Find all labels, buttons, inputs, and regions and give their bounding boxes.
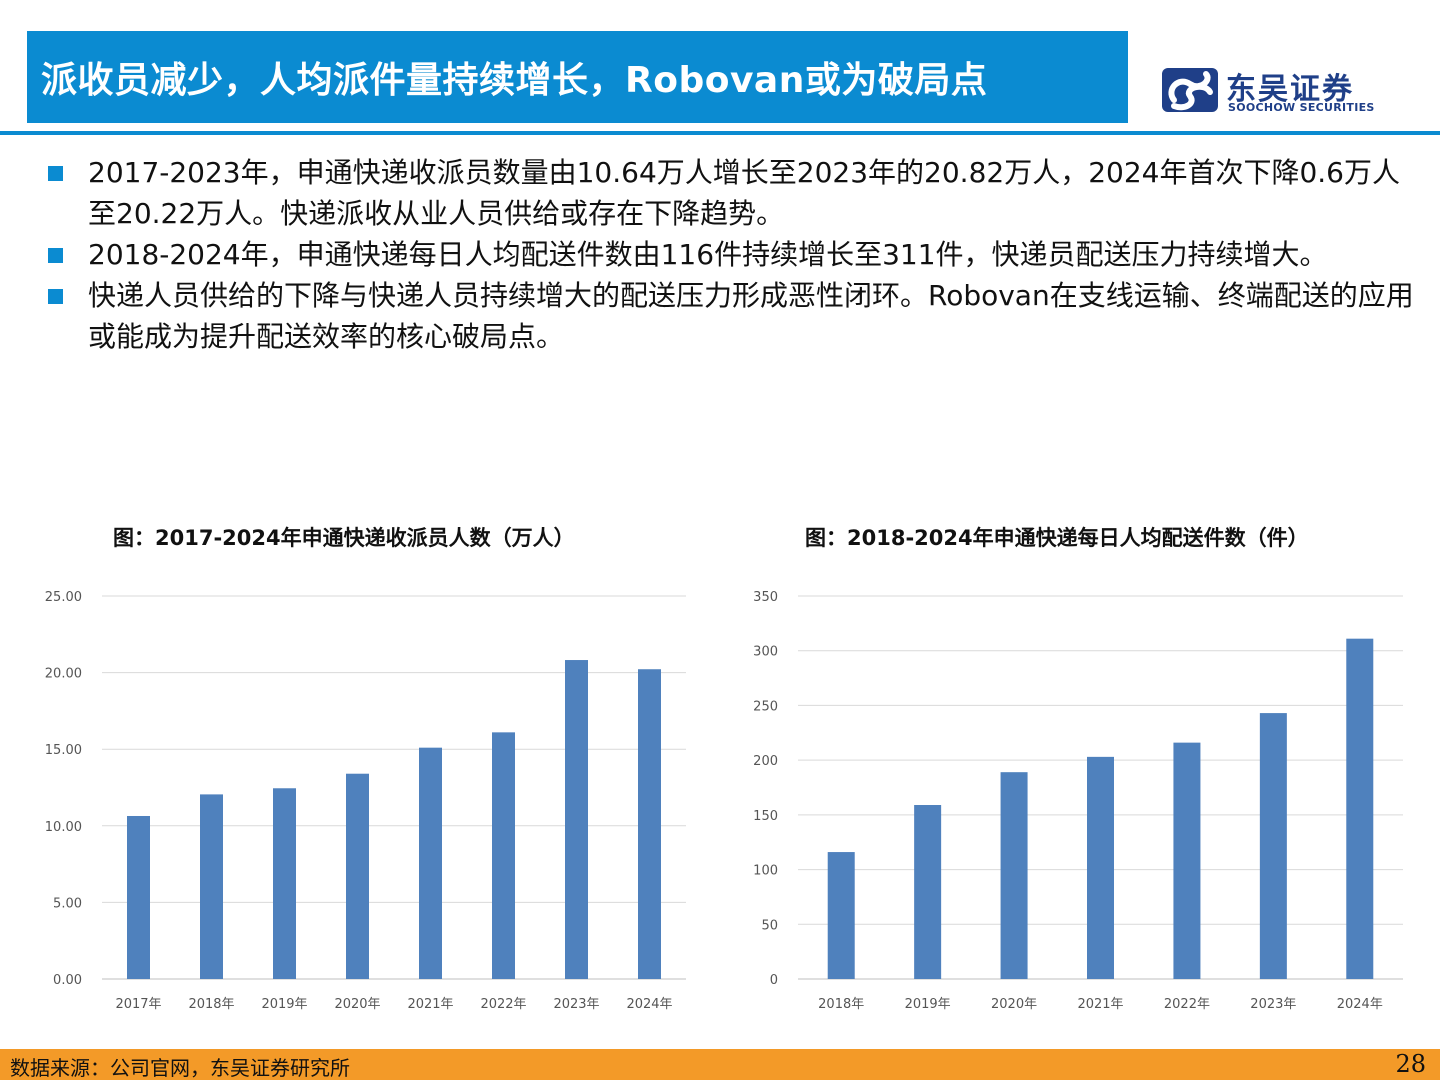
data-source: 数据来源：公司官网，东吴证券研究所: [10, 1056, 350, 1080]
y-tick-label: 250: [753, 699, 778, 714]
x-tick-label: 2018年: [818, 997, 864, 1012]
x-tick-label: 2024年: [1337, 997, 1383, 1012]
couriers-bar-chart: 0.00 5.00 10.00 15.00 20.00 25.00 2017年 2018年 20…: [45, 590, 686, 1012]
title-bar: 派收员减少，人均派件量持续增长，Robovan或为破局点: [27, 31, 1128, 123]
square-bullet-icon: [48, 248, 63, 263]
bar: [127, 815, 150, 979]
y-tick-label: 0.00: [53, 973, 82, 988]
bar: [273, 788, 296, 979]
bullet-list: 2017-2023年，申通快递收派员数量由10.64万人增长至2023年的20.…: [44, 152, 1414, 357]
x-tick-label: 2021年: [407, 997, 453, 1012]
square-bullet-icon: [48, 289, 63, 304]
y-tick-label: 50: [761, 918, 778, 933]
bar: [1000, 772, 1028, 979]
x-tick-label: 2019年: [261, 997, 307, 1012]
x-tick-label: 2020年: [991, 997, 1037, 1012]
x-tick-label: 2019年: [905, 997, 951, 1012]
footer-bar: 数据来源：公司官网，东吴证券研究所 28: [0, 1049, 1440, 1080]
square-bullet-icon: [48, 166, 63, 181]
x-tick-label: 2022年: [1164, 997, 1210, 1012]
chart-title-daily-parcels: 图：2018-2024年申通快递每日人均配送件数（件）: [805, 526, 1309, 550]
bar: [1087, 756, 1114, 979]
bar: [1346, 638, 1374, 979]
page-number: 28: [1395, 1050, 1426, 1078]
logo-name-cn: 东吴证券: [1226, 72, 1354, 107]
bullet-item: 快递人员供给的下降与快递人员持续增大的配送压力形成恶性闭环。Robovan在支线…: [44, 275, 1414, 357]
y-tick-label: 25.00: [45, 590, 82, 605]
bullet-item: 2018-2024年，申通快递每日人均配送件数由116件持续增长至311件，快递…: [44, 234, 1414, 275]
bar: [638, 669, 661, 979]
bullet-text: 2017-2023年，申通快递收派员数量由10.64万人增长至2023年的20.…: [88, 156, 1400, 230]
y-tick-label: 150: [753, 809, 778, 824]
x-tick-label: 2023年: [1250, 997, 1296, 1012]
bar: [565, 660, 588, 979]
y-tick-label: 10.00: [45, 820, 82, 835]
bar: [419, 747, 442, 979]
y-tick-label: 5.00: [53, 896, 82, 911]
bar: [200, 794, 223, 979]
bullet-text: 快递人员供给的下降与快递人员持续增大的配送压力形成恶性闭环。Robovan在支线…: [88, 279, 1414, 353]
y-tick-label: 0: [770, 973, 778, 988]
y-tick-label: 100: [753, 864, 778, 879]
x-tick-label: 2024年: [626, 997, 672, 1012]
x-tick-label: 2018年: [188, 997, 234, 1012]
daily-parcels-bar-chart: 0 50 100 150 200 250 300 350 2018年 2019年 2020年 2021…: [753, 590, 1403, 1012]
x-tick-label: 2017年: [115, 997, 161, 1012]
bullet-item: 2017-2023年，申通快递收派员数量由10.64万人增长至2023年的20.…: [44, 152, 1414, 234]
bar: [346, 773, 369, 979]
x-tick-label: 2023年: [553, 997, 599, 1012]
page-title: 派收员减少，人均派件量持续增长，Robovan或为破局点: [41, 60, 988, 101]
bar: [1259, 713, 1287, 979]
logo-name-en: SOOCHOW SECURITIES: [1228, 101, 1375, 114]
bullet-text: 2018-2024年，申通快递每日人均配送件数由116件持续增长至311件，快递…: [88, 238, 1328, 271]
y-tick-label: 20.00: [45, 667, 82, 682]
logo-mark-icon: [1162, 68, 1218, 112]
x-tick-label: 2021年: [1077, 997, 1123, 1012]
y-tick-label: 200: [753, 754, 778, 769]
company-logo: 东吴证券 SOOCHOW SECURITIES: [1160, 62, 1380, 120]
y-tick-label: 300: [753, 645, 778, 660]
header-divider: [0, 131, 1440, 135]
x-tick-label: 2022年: [480, 997, 526, 1012]
bar: [1173, 742, 1201, 979]
x-tick-label: 2020年: [334, 997, 380, 1012]
chart-title-couriers: 图：2017-2024年申通快递收派员人数（万人）: [113, 526, 575, 550]
bar: [492, 732, 515, 979]
bar: [827, 852, 855, 979]
bar: [914, 805, 942, 979]
y-tick-label: 15.00: [45, 743, 82, 758]
y-tick-label: 350: [753, 590, 778, 605]
